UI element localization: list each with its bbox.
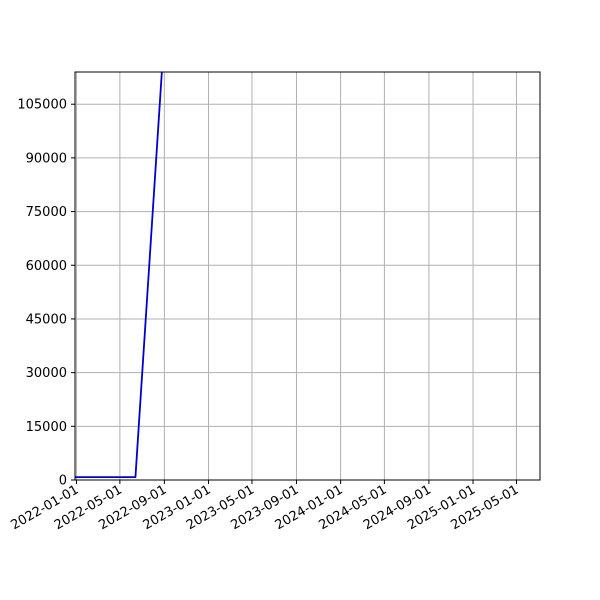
y-tick-label: 45000	[26, 312, 67, 327]
series-line	[75, 72, 163, 479]
y-tick-label: 105000	[17, 98, 67, 113]
grid	[75, 72, 540, 481]
y-tick-label: 90000	[26, 151, 67, 166]
y-tick-label: 60000	[26, 259, 67, 274]
y-tick-label: 0	[59, 474, 67, 489]
plot-frame	[74, 71, 541, 481]
series-layer	[75, 72, 163, 479]
y-tick-label: 15000	[26, 420, 67, 435]
y-tick-label: 30000	[26, 366, 67, 381]
y-tick-label: 75000	[26, 205, 67, 220]
y-axis: 0 15000 30000 45000 60000 75000 90000 105000	[17, 98, 75, 489]
